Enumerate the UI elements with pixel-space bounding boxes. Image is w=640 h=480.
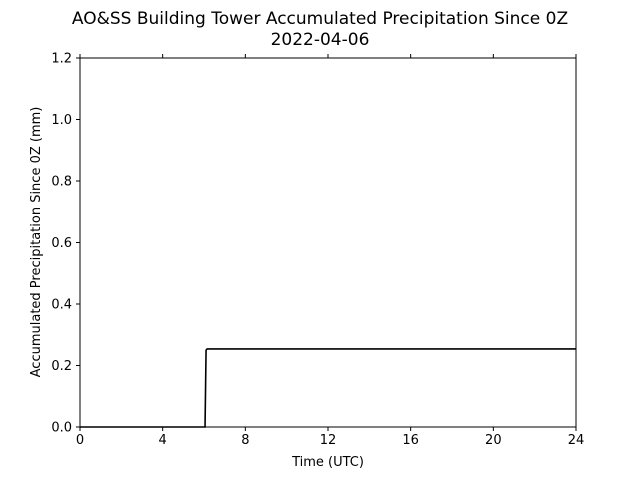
y-axis-label: Accumulated Precipitation Since 0Z (mm) xyxy=(29,107,44,378)
x-tick-label: 0 xyxy=(76,433,84,448)
y-tick-label: 1.0 xyxy=(51,113,72,128)
x-tick-label: 24 xyxy=(568,433,585,448)
y-tick-label: 0.0 xyxy=(51,421,72,436)
chart-title: AO&SS Building Tower Accumulated Precipi… xyxy=(72,9,568,29)
x-axis-label: Time (UTC) xyxy=(291,455,364,470)
y-tick-label: 1.2 xyxy=(51,52,72,67)
x-tick-label: 20 xyxy=(485,433,502,448)
series-layer xyxy=(80,348,576,428)
y-tick-label: 0.8 xyxy=(51,175,72,190)
y-tick-label: 0.4 xyxy=(51,298,72,313)
y-axis-ticks: 0.0 0.2 0.4 0.6 0.8 1.0 1.2 xyxy=(51,52,80,436)
x-tick-label: 16 xyxy=(402,433,419,448)
series-line-0 xyxy=(80,348,576,428)
y-tick-label: 0.2 xyxy=(51,359,72,374)
x-tick-label: 12 xyxy=(320,433,337,448)
x-tick-label: 4 xyxy=(159,433,167,448)
y-tick-label: 0.6 xyxy=(51,236,72,251)
x-tick-label: 8 xyxy=(241,433,249,448)
chart-subtitle: 2022-04-06 xyxy=(271,30,370,50)
x-axis-ticks: 0 4 8 12 16 20 24 xyxy=(76,54,584,448)
